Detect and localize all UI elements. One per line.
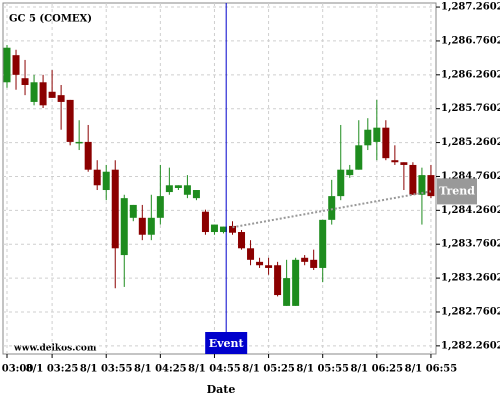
candle-body	[364, 129, 372, 146]
y-tick-label: 1,285.2602	[441, 137, 500, 148]
candle-body	[93, 169, 101, 186]
x-tick-label: 8/1 04:55	[188, 364, 241, 375]
candle-body	[120, 198, 128, 256]
x-tick-label: 8/1 05:55	[296, 364, 349, 375]
y-tick-label: 1,284.7602	[441, 171, 500, 182]
candle-body	[292, 259, 300, 306]
candle-body	[183, 185, 191, 195]
candle-body	[301, 257, 309, 262]
candle-body	[138, 217, 146, 235]
candle-body	[201, 211, 209, 233]
watermark: www.delkos.com	[13, 344, 97, 354]
candle-body	[238, 232, 246, 249]
candle-body	[39, 82, 47, 106]
chart-title: GC 5 (COMEX)	[9, 14, 92, 25]
y-tick-label: 1,287.2602	[441, 2, 500, 13]
candle-body	[328, 196, 336, 220]
candle-body	[346, 169, 354, 176]
candle-body	[210, 224, 218, 233]
plot-area	[2, 2, 437, 355]
x-tick-label: 8/1 06:25	[351, 364, 404, 375]
candle-body	[21, 78, 29, 85]
trend-label: Trend	[439, 184, 475, 197]
x-axis-label: Date	[207, 383, 236, 396]
candle-body	[265, 265, 273, 268]
candle-body	[66, 99, 74, 142]
x-tick-label: 8/1 05:25	[242, 364, 295, 375]
candle-body	[400, 162, 408, 165]
trend-label-box	[437, 178, 477, 205]
candle-body	[229, 225, 236, 233]
y-tick-label: 1,286.2602	[441, 69, 500, 80]
candle-body	[409, 164, 417, 195]
y-tick-label: 1,282.2602	[441, 340, 500, 351]
x-tick-label: 8/1 03:25	[26, 364, 79, 375]
candle-body	[373, 127, 381, 142]
candle-body	[192, 190, 200, 199]
candle-body	[30, 82, 38, 102]
y-tick-label: 1,283.2602	[441, 273, 500, 284]
candle-body	[391, 160, 399, 163]
candle-body	[283, 278, 291, 306]
candle-body	[165, 185, 173, 193]
candle-body	[382, 127, 390, 159]
candle-body	[174, 185, 182, 188]
candle-body	[48, 91, 56, 98]
x-tick-label: 8/1 03:55	[80, 364, 133, 375]
y-tick-label: 1,285.7602	[441, 103, 500, 114]
candle-body	[355, 145, 363, 170]
y-tick-label: 1,283.7602	[441, 239, 500, 250]
candle-body	[256, 261, 264, 266]
candle-body	[427, 175, 435, 197]
x-tick-label: 8/1 04:25	[134, 364, 187, 375]
candle-body	[12, 55, 20, 75]
candle-body	[57, 95, 65, 102]
event-label-box	[205, 332, 248, 354]
candle-body	[84, 141, 92, 170]
candle-body	[337, 169, 345, 197]
candle-body	[219, 226, 227, 233]
x-tick-label: 8/1 03:00	[0, 364, 33, 375]
candle-body	[156, 196, 164, 218]
candle-body	[274, 265, 282, 296]
candle-body	[418, 175, 426, 195]
x-tick-label: 8/1 06:55	[405, 364, 458, 375]
candle-body	[111, 169, 119, 249]
candle-body	[247, 248, 255, 260]
candle-body	[310, 259, 318, 268]
y-tick-label: 1,282.7602	[441, 306, 500, 317]
y-tick-label: 1,284.2602	[441, 205, 500, 216]
candle-body	[147, 217, 155, 235]
event-label: Event	[209, 337, 245, 350]
candle-body	[129, 204, 137, 218]
candle-body	[102, 171, 110, 191]
candle-body	[75, 141, 83, 144]
trend-line	[232, 190, 432, 229]
candle-body	[319, 219, 327, 268]
y-tick-label: 1,286.7602	[441, 35, 500, 46]
candle-body	[3, 47, 11, 83]
